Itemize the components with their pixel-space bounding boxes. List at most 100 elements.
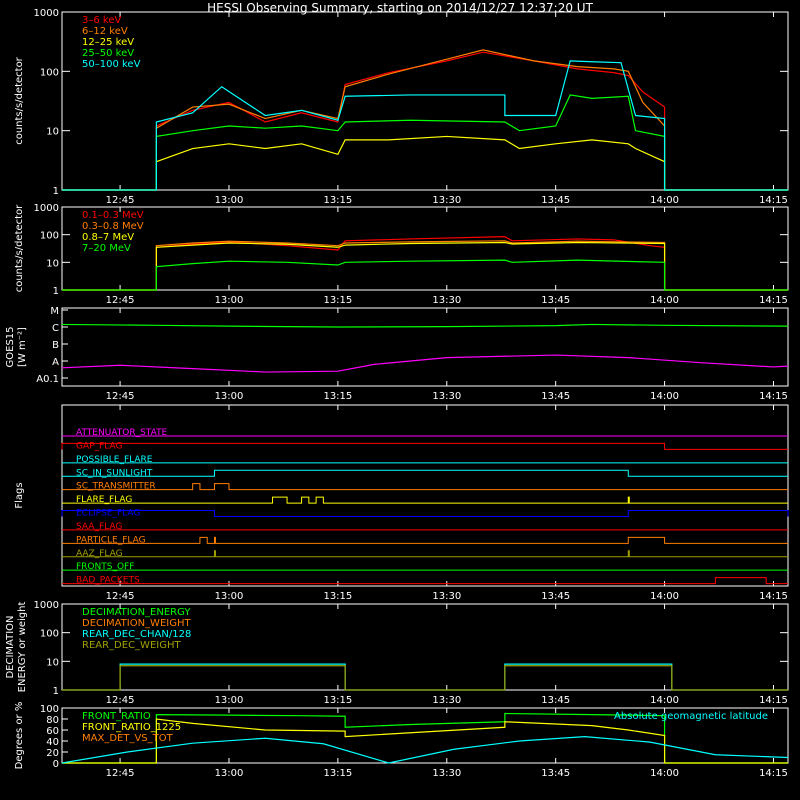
flag-line [62, 469, 788, 477]
x-tick-label-decimation: 14:15 [759, 695, 788, 706]
y-tick-label-counts-low: 10 [46, 127, 59, 138]
y-tick-label-decimation: 10 [46, 657, 59, 668]
y-axis-label-counts-low: counts/s/detector [14, 56, 25, 144]
flag-label: SAA_FLAG [76, 522, 122, 532]
x-tick-label-decimation: 13:45 [541, 695, 570, 706]
y-tick-label-ratios: 80 [46, 715, 59, 726]
x-tick-label-flags: 13:15 [323, 591, 352, 602]
series-line [62, 240, 788, 291]
legend-entry: 12–25 keV [82, 37, 134, 48]
flag-label: ECLIPSE_FLAG [76, 509, 140, 519]
flag-label: POSSIBLE_FLARE [76, 455, 153, 465]
x-tick-label-goes: 14:15 [759, 391, 788, 402]
legend-entry: 25–50 keV [82, 48, 134, 59]
series-line [62, 259, 788, 291]
series-line [61, 735, 789, 764]
series-line [62, 712, 788, 764]
series-line [62, 135, 788, 191]
legend-entry: REAR_DEC_WEIGHT [82, 640, 181, 651]
x-tick-label-ratios: 13:15 [323, 768, 352, 779]
series-line [62, 94, 788, 191]
x-tick-label-flags: 13:00 [215, 591, 244, 602]
y-axis-label-ratios: Degrees or % [14, 702, 25, 770]
y-tick-label-decimation: 1 [53, 686, 59, 697]
x-tick-label-counts-high: 12:45 [106, 295, 135, 306]
legend-entry: MAX_DET_VS_TOT [82, 733, 174, 744]
flag-label: ATTENUATOR_STATE [76, 428, 168, 438]
y-axis-label-flags: Flags [14, 482, 25, 508]
x-tick-label-counts-low: 14:00 [650, 195, 679, 206]
series-line [62, 241, 788, 291]
y-tick-label-ratios: 0 [53, 759, 59, 770]
legend-entry: 7–20 MeV [82, 243, 131, 254]
x-tick-label-ratios: 14:15 [759, 768, 788, 779]
legend-entry: 3–6 keV [82, 15, 121, 26]
x-tick-label-flags: 12:45 [106, 591, 135, 602]
x-tick-label-goes: 13:45 [541, 391, 570, 402]
y-tick-label-ratios: 20 [46, 748, 59, 759]
y-tick-label-counts-low: 1 [53, 186, 59, 197]
y-axis-label-goes: GOES15 [5, 326, 16, 367]
flag-label: GAP_FLAG [76, 441, 122, 451]
x-tick-label-flags: 14:15 [759, 591, 788, 602]
flag-label: PARTICLE_FLAG [76, 535, 146, 545]
legend-entry: REAR_DEC_CHAN/128 [82, 629, 191, 640]
y-tick-label-decimation: 1000 [34, 600, 59, 611]
x-tick-label-goes: 13:00 [215, 391, 244, 402]
plot-frame-ratios [61, 707, 789, 764]
flag-line [62, 577, 788, 585]
x-tick-label-counts-low: 13:00 [215, 195, 244, 206]
flag-line [62, 483, 788, 491]
series-line [62, 665, 788, 691]
x-tick-label-ratios: 14:00 [650, 768, 679, 779]
flag-line [61, 442, 788, 450]
x-tick-label-decimation: 13:15 [323, 695, 352, 706]
legend-entry: DECIMATION_WEIGHT [82, 618, 191, 629]
flag-label: FRONTS_OFF [76, 562, 134, 572]
flag-label: FLARE_FLAG [76, 495, 132, 505]
y-tick-label-goes: M [50, 306, 59, 317]
legend-entry: 0.3–0.8 MeV [82, 221, 144, 232]
plot-frame-goes [61, 307, 789, 387]
series-line [62, 718, 788, 764]
y-tick-label-ratios: 100 [40, 704, 59, 715]
x-tick-label-counts-low: 12:45 [106, 195, 135, 206]
legend-entry: 0.8–7 MeV [82, 232, 134, 243]
x-tick-label-ratios: 12:45 [106, 768, 135, 779]
legend-entry: FRONT_RATIO_1225 [82, 722, 181, 733]
y-tick-label-goes: A0.1 [36, 374, 59, 385]
x-tick-label-counts-high: 13:45 [541, 295, 570, 306]
y-axis-label2-decimation: ENERGY or weight [17, 602, 28, 693]
x-tick-label-decimation: 13:00 [215, 695, 244, 706]
x-tick-label-flags: 13:45 [541, 591, 570, 602]
series-line [61, 354, 789, 373]
plot-frame-flags [61, 404, 789, 587]
x-tick-label-ratios: 13:30 [432, 768, 461, 779]
legend-entry: FRONT_RATIO [82, 711, 151, 722]
y-tick-label-counts-low: 100 [40, 67, 59, 78]
x-tick-label-decimation: 12:45 [106, 695, 135, 706]
y-tick-label-counts-high: 1 [53, 286, 59, 297]
plot-frame-counts-low [61, 11, 789, 191]
x-tick-label-decimation: 13:30 [432, 695, 461, 706]
x-tick-label-counts-low: 13:45 [541, 195, 570, 206]
legend-entry: DECIMATION_ENERGY [82, 607, 191, 618]
flag-label: BAD_PACKETS [76, 576, 140, 586]
y-tick-label-ratios: 40 [46, 737, 59, 748]
x-tick-label-flags: 13:30 [432, 591, 461, 602]
x-tick-label-counts-high: 14:00 [650, 295, 679, 306]
x-tick-label-goes: 14:00 [650, 391, 679, 402]
y-axis-label-counts-high: counts/s/detector [14, 204, 25, 292]
x-tick-label-goes: 13:30 [432, 391, 461, 402]
legend-entry: 50–100 keV [82, 59, 141, 70]
flag-label: SC_IN_SUNLIGHT [76, 468, 153, 478]
series-line [62, 60, 788, 191]
x-tick-label-counts-low: 13:15 [323, 195, 352, 206]
flag-label: SC_TRANSMITTER [76, 482, 156, 492]
x-tick-label-goes: 13:15 [323, 391, 352, 402]
y-tick-label-counts-high: 10 [46, 258, 59, 269]
y-tick-label-counts-high: 100 [40, 231, 59, 242]
y-tick-label-decimation: 100 [40, 629, 59, 640]
x-tick-label-ratios: 13:00 [215, 768, 244, 779]
